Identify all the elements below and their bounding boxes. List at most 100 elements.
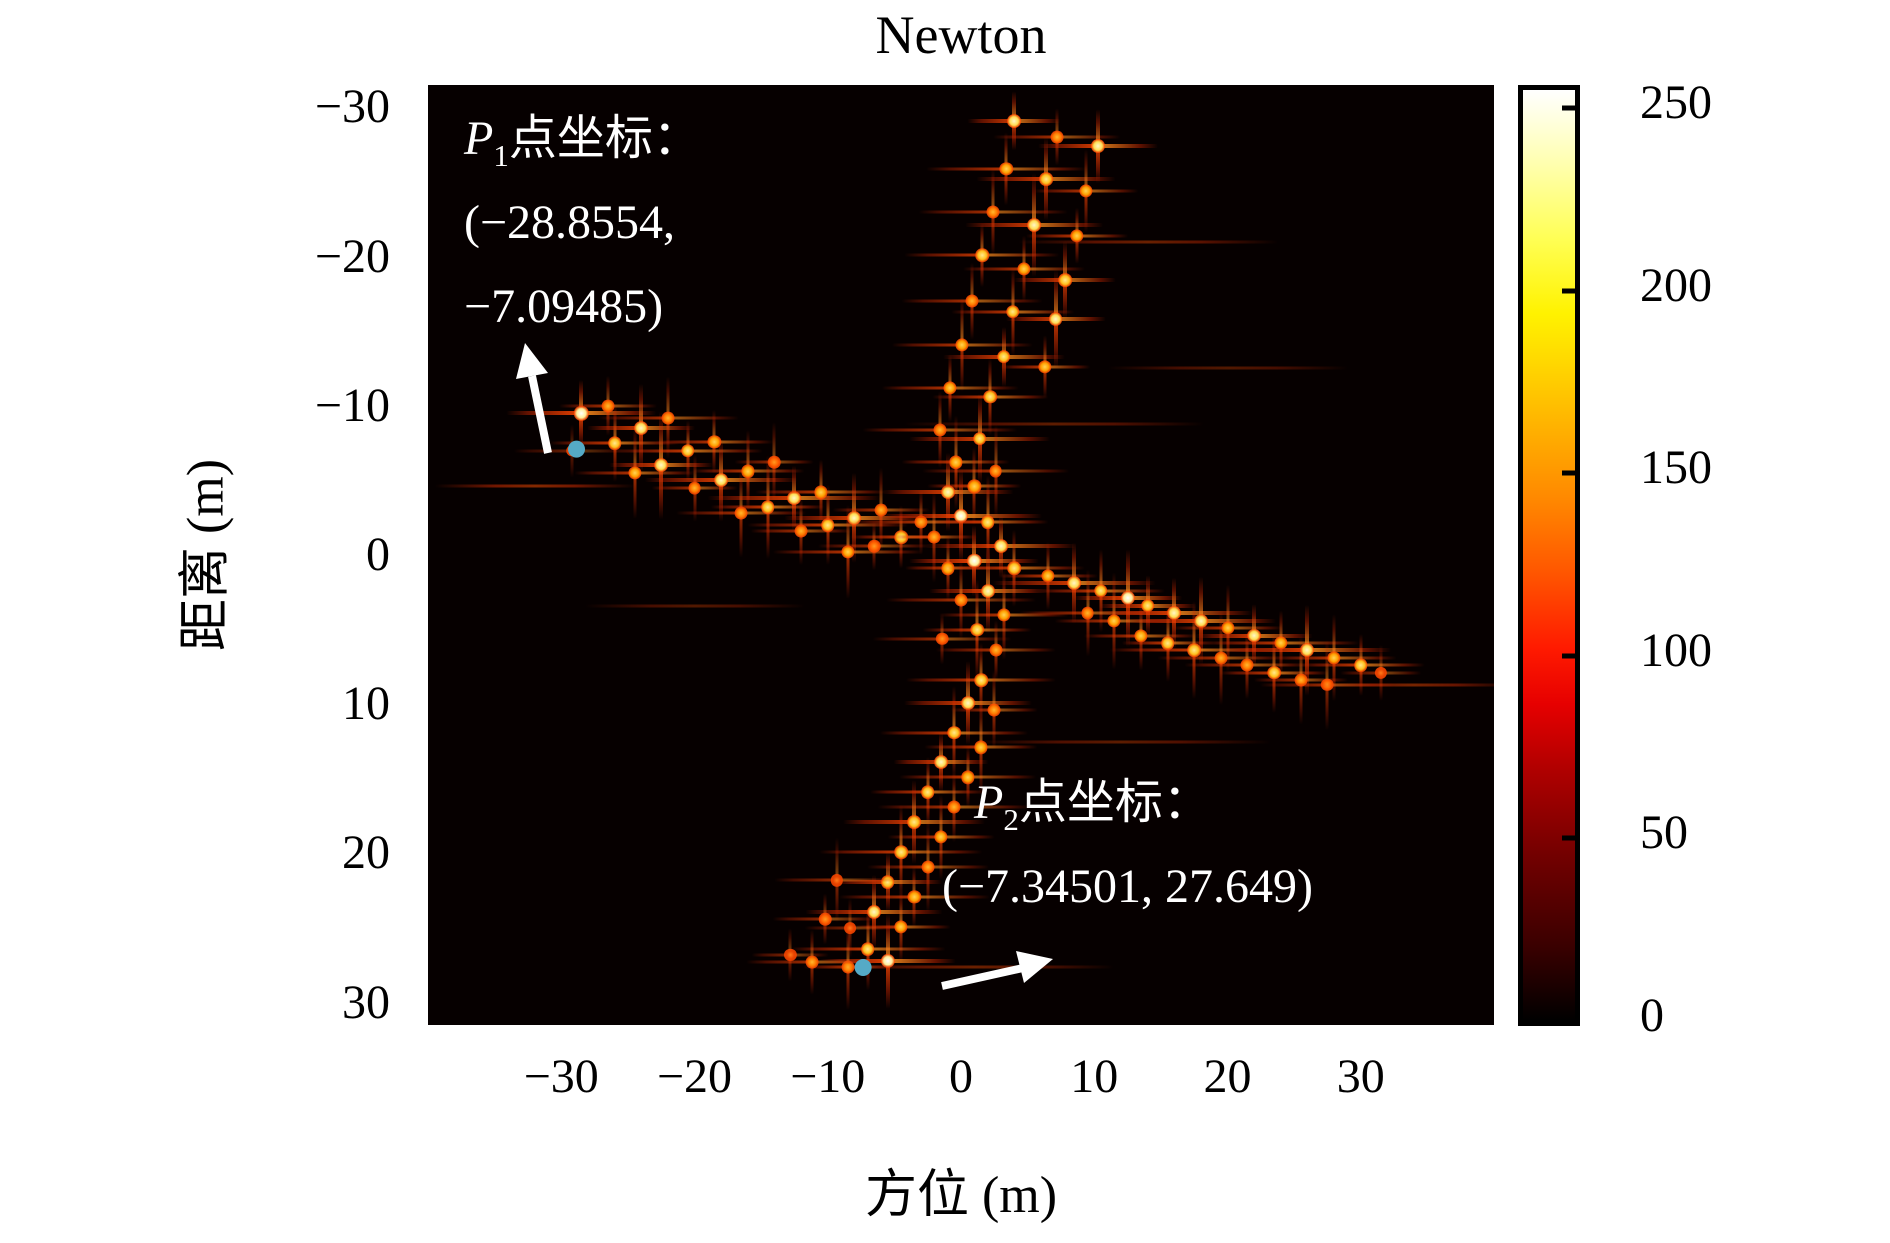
scatterer-core: [967, 479, 981, 493]
faint-sidelobe-streak: [1107, 366, 1348, 370]
scatterer-core: [1140, 598, 1155, 613]
scatterer-core: [787, 491, 802, 506]
scatterer-core: [1241, 658, 1254, 672]
faint-sidelobe-streak: [834, 965, 1115, 969]
colorbar-tick-label: 0: [1640, 989, 1664, 1042]
scatterer-core: [1247, 628, 1262, 643]
faint-sidelobe-streak: [584, 604, 805, 608]
scatterer-core: [960, 695, 975, 710]
scatterer-core: [874, 503, 888, 517]
scatterer-core: [965, 294, 979, 308]
scatterer-core: [794, 524, 808, 538]
scatterer-core: [1353, 658, 1368, 673]
scatterer-core: [921, 860, 935, 874]
scatterer-core: [1321, 678, 1334, 692]
x-tick-label: −10: [790, 1050, 866, 1103]
scatterer-core: [634, 421, 649, 436]
scatterer-core: [974, 673, 988, 688]
scatterer-core: [933, 423, 947, 437]
y-tick-label: −30: [314, 80, 390, 134]
colorbar-tick-mark: [1562, 105, 1575, 111]
y-tick-label: −10: [314, 378, 390, 432]
scatterer-core: [1327, 651, 1341, 665]
colorbar-tick-label: 200: [1640, 258, 1712, 312]
scatterer-core: [1017, 261, 1031, 276]
p2-arrow-head: [1016, 951, 1053, 983]
colorbar-tick-label: 50: [1640, 806, 1688, 860]
x-axis-label: 方位 (m): [864, 1167, 1058, 1224]
scatterer-core: [880, 953, 895, 968]
colorbar-tick-mark: [1562, 288, 1575, 294]
scatterer-core: [940, 485, 955, 500]
scatterer-core: [1214, 651, 1228, 665]
scatterer-core: [1039, 172, 1054, 186]
p2-annotation: P2点坐标： (−7.34501, 27.649): [942, 761, 1313, 929]
scatterer-core: [707, 435, 722, 449]
x-tick-label: −30: [523, 1050, 599, 1103]
scatterer-core: [894, 845, 908, 859]
scatterer-core: [844, 922, 857, 934]
scatterer-core: [654, 458, 669, 473]
scatterer-core: [967, 553, 982, 569]
scatterer-core: [894, 919, 908, 934]
faint-sidelobe-streak: [434, 484, 635, 488]
scatterer-core: [1374, 666, 1387, 679]
scatterer-core: [681, 443, 695, 458]
colorbar-tick-label: 100: [1640, 623, 1712, 677]
scatterer-core: [868, 539, 881, 553]
scatterer-core: [601, 399, 615, 413]
y-tick-label: 20: [342, 826, 390, 880]
scatterer-core: [1120, 591, 1135, 606]
p1-annotation-line1: P1点坐标：: [464, 112, 701, 173]
p2-annotation-line1: P2点坐标：: [974, 776, 1211, 837]
scatterer-core: [907, 815, 922, 829]
scatterer-core: [927, 530, 941, 544]
scatterer-core: [1006, 305, 1020, 319]
scatterer-core: [1048, 312, 1063, 327]
p1-marker-dot: [568, 440, 586, 458]
scatterer-core: [1050, 130, 1064, 144]
y-tick-label: 30: [342, 975, 390, 1029]
scatterer-core: [1220, 621, 1235, 635]
p2-marker-dot: [854, 959, 872, 977]
y-tick-label: 0: [366, 528, 390, 581]
x-tick-label: 30: [1336, 1050, 1385, 1103]
p1-annotation-line2: (−28.8554,: [464, 196, 676, 249]
scatterer-core: [1167, 606, 1182, 621]
scatterer-core: [627, 466, 642, 480]
scatterer-core: [1274, 636, 1288, 650]
p2-arrow-shaft: [941, 964, 1024, 990]
colorbar-tick-mark: [1562, 653, 1575, 659]
x-tick-label: 0: [949, 1050, 973, 1103]
scatterer-core: [860, 942, 875, 956]
scatterer-core: [907, 890, 921, 904]
scatterer-core: [784, 948, 797, 961]
scatterer-core: [989, 644, 1003, 657]
scatterer-core: [1267, 666, 1281, 680]
scatterer-core: [820, 518, 835, 532]
scatterer-core: [818, 912, 832, 926]
scatterer-core: [955, 338, 969, 352]
scatterer-core: [954, 593, 968, 607]
scatterer-core: [953, 509, 969, 524]
scatterer-core: [830, 874, 844, 887]
scatterer-core: [980, 583, 995, 598]
sar-image-plot-area: P1点坐标： (−28.8554, −7.09485) P2点坐标： (−7.3…: [428, 85, 1494, 1025]
scatterer-core: [997, 608, 1011, 622]
colorbar-tick-label: 150: [1640, 441, 1712, 495]
scatterer-core: [1041, 569, 1055, 583]
scatterer-core: [1187, 643, 1201, 658]
scatterer-core: [947, 800, 961, 814]
x-tick-label: 10: [1070, 1050, 1119, 1103]
scatterer-core: [948, 455, 963, 470]
scatterer-core: [574, 406, 589, 421]
scatterer-core: [1079, 184, 1093, 198]
p2-annotation-line2: (−7.34501, 27.649): [942, 860, 1314, 913]
scatterer-core: [936, 632, 949, 645]
scatterer-core: [607, 436, 622, 450]
scatterer-core: [1007, 561, 1022, 576]
marked-point-dots: [568, 440, 872, 977]
scatterer-core: [761, 500, 775, 515]
scatterer-core: [974, 740, 988, 755]
